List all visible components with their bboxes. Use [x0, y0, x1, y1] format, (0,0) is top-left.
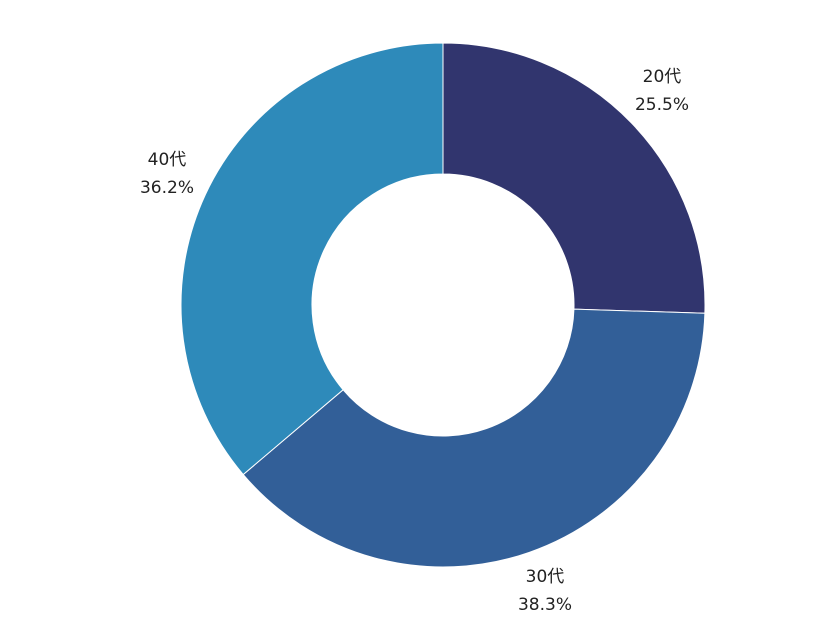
slice-2 [180, 42, 444, 476]
slice-value-label-2: 36.2% [140, 178, 194, 198]
slice-label-0: 20代 [643, 67, 682, 87]
donut-slices [180, 42, 706, 568]
slice-0 [442, 42, 706, 314]
slice-label-2: 40代 [148, 150, 187, 170]
slice-value-label-1: 38.3% [518, 595, 572, 615]
slice-value-label-0: 25.5% [635, 95, 689, 115]
slice-labels: 20代 25.5% 30代 38.3% 40代 36.2% [140, 67, 689, 615]
slice-label-1: 30代 [526, 567, 565, 587]
slice-1 [242, 308, 706, 568]
